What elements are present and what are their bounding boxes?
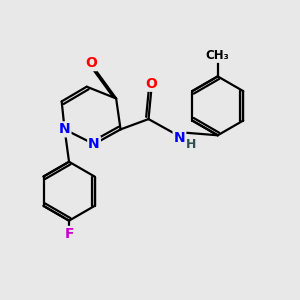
Text: CH₃: CH₃	[206, 49, 230, 62]
Text: H: H	[186, 138, 196, 151]
Text: N: N	[59, 122, 70, 136]
Text: F: F	[64, 227, 74, 241]
Text: N: N	[174, 131, 185, 145]
Text: N: N	[88, 137, 100, 151]
Text: O: O	[146, 77, 158, 91]
Text: O: O	[85, 56, 97, 70]
